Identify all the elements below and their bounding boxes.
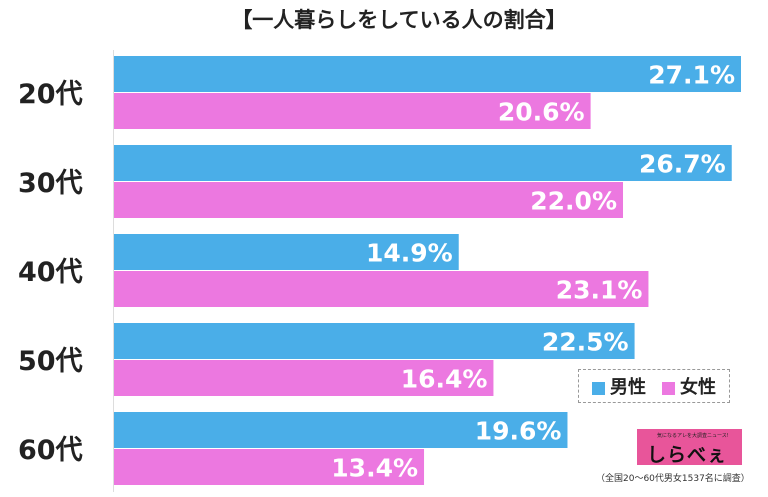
data-label: 23.1% bbox=[556, 276, 643, 305]
legend: 男性 女性 bbox=[578, 369, 730, 403]
shirabee-logo: 気になるアレを大調査ニュース! しらべぇ bbox=[637, 429, 742, 466]
bar-female bbox=[114, 449, 425, 485]
data-label: 22.0% bbox=[530, 187, 617, 216]
bar-male bbox=[114, 234, 459, 270]
data-label: 20.6% bbox=[498, 98, 585, 127]
data-label: 27.1% bbox=[648, 61, 735, 90]
bar-male bbox=[114, 323, 635, 359]
legend-swatch-female bbox=[662, 381, 675, 395]
logo-name: しらべぇ bbox=[647, 444, 728, 466]
bar-female bbox=[114, 271, 649, 307]
legend-swatch-male bbox=[592, 381, 605, 395]
bar-male bbox=[114, 412, 568, 448]
data-label: 13.4% bbox=[331, 454, 418, 483]
category-label: 40代 bbox=[18, 257, 83, 288]
legend-item-male: 男性 bbox=[592, 373, 646, 399]
survey-note: （全国20〜60代男女1537名に調査） bbox=[596, 474, 750, 484]
legend-item-female: 女性 bbox=[662, 373, 716, 399]
bar-male bbox=[114, 145, 732, 181]
data-label: 22.5% bbox=[542, 328, 629, 357]
data-label: 26.7% bbox=[639, 150, 726, 179]
data-label: 14.9% bbox=[366, 239, 453, 268]
category-label: 20代 bbox=[18, 79, 83, 110]
bar-male bbox=[114, 56, 741, 92]
category-label: 60代 bbox=[18, 435, 83, 466]
category-label: 30代 bbox=[18, 168, 83, 199]
data-label: 16.4% bbox=[401, 365, 488, 394]
data-label: 19.6% bbox=[475, 417, 562, 446]
chart-title: 【一人暮らしをしている人の割合】 bbox=[231, 8, 567, 32]
category-label: 50代 bbox=[18, 346, 83, 377]
logo-tagline: 気になるアレを大調査ニュース! bbox=[657, 433, 729, 439]
bar-female bbox=[114, 360, 494, 396]
legend-label-male: 男性 bbox=[610, 377, 646, 398]
legend-label-female: 女性 bbox=[680, 377, 716, 398]
bar-female bbox=[114, 182, 624, 218]
bar-female bbox=[114, 93, 591, 129]
